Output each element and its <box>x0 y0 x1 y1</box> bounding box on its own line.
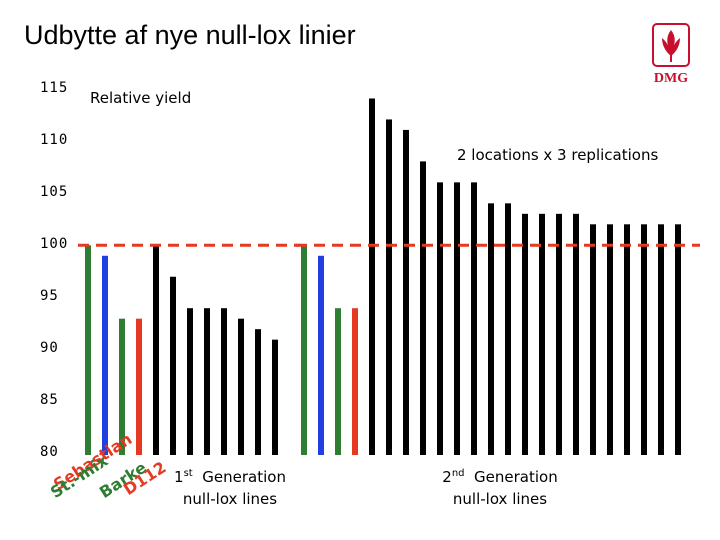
first-gen-suffix: st <box>183 468 193 479</box>
bar <box>607 224 613 455</box>
bar <box>641 224 647 455</box>
bar <box>301 245 307 455</box>
y-tick-label: 110 <box>40 132 69 148</box>
bar <box>318 255 324 455</box>
bar <box>221 308 227 455</box>
first-gen-word: Generation <box>202 468 286 486</box>
first-gen-number: 1 <box>174 468 184 486</box>
bar <box>522 213 528 455</box>
bar <box>272 339 278 455</box>
y-tick-label: 80 <box>40 444 59 460</box>
bar <box>471 182 477 455</box>
bar <box>170 276 176 455</box>
y-tick-label: 85 <box>40 392 59 408</box>
bar <box>658 224 664 455</box>
bar <box>624 224 630 455</box>
bar <box>187 308 193 455</box>
y-tick-label: 115 <box>40 80 69 96</box>
y-axis-label: Relative yield <box>90 89 192 107</box>
bar <box>352 308 358 455</box>
page-title: Udbytte af nye null-lox linier <box>24 20 356 50</box>
bar <box>437 182 443 455</box>
y-tick-label: 105 <box>40 184 69 200</box>
second-generation-label: 2nd Generation null-lox lines <box>420 463 580 510</box>
bar <box>386 119 392 455</box>
bar <box>369 98 375 455</box>
y-tick-label: 100 <box>40 236 69 252</box>
dmg-logo: DMG <box>652 23 690 86</box>
bar <box>573 213 579 455</box>
second-gen-number: 2 <box>442 468 452 486</box>
bar <box>590 224 596 455</box>
bar <box>102 255 108 455</box>
bar <box>539 213 545 455</box>
logo-text: DMG <box>654 71 688 86</box>
bar <box>335 308 341 455</box>
bar <box>238 318 244 455</box>
bar <box>153 245 159 455</box>
chart-annotation: 2 locations x 3 replications <box>457 146 659 164</box>
bar <box>403 129 409 455</box>
bar <box>675 224 681 455</box>
y-tick-label: 95 <box>40 288 59 304</box>
y-tick-label: 90 <box>40 340 59 356</box>
first-generation-label: 1st Generation null-lox lines <box>160 463 300 510</box>
second-gen-suffix: nd <box>451 468 465 479</box>
bar <box>85 245 91 455</box>
bar <box>454 182 460 455</box>
bar <box>204 308 210 455</box>
bar <box>119 318 125 455</box>
bar <box>488 203 494 455</box>
second-gen-word: Generation <box>474 468 558 486</box>
bar <box>556 213 562 455</box>
second-gen-line2: null-lox lines <box>452 490 548 508</box>
bar <box>505 203 511 455</box>
bar <box>136 318 142 455</box>
bar <box>420 161 426 455</box>
first-gen-line2: null-lox lines <box>182 490 278 508</box>
bar <box>255 329 261 455</box>
